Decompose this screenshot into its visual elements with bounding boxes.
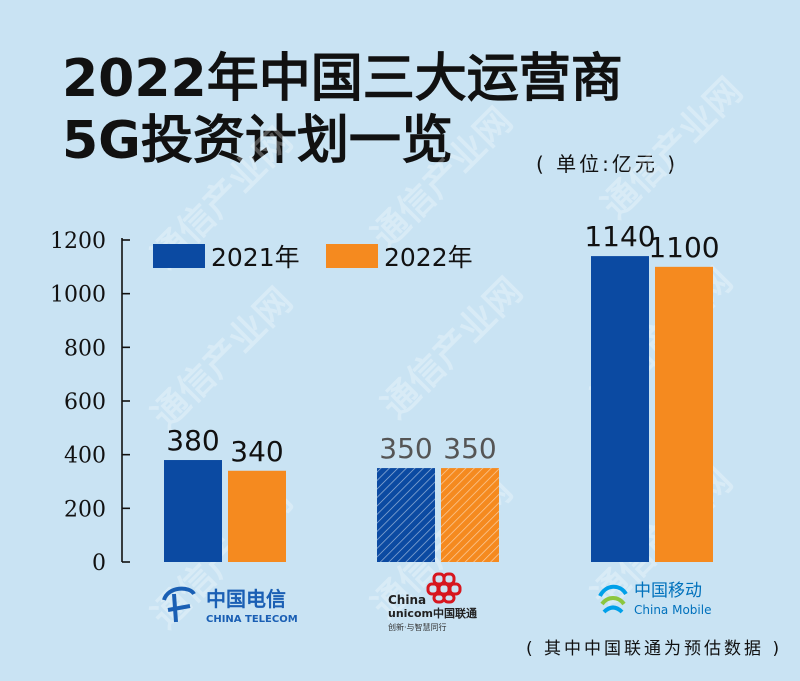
chart-title-line2: 5G投资计划一览	[62, 111, 453, 171]
unicom-sub: 创新·与智慧同行	[388, 622, 447, 632]
telecom-sub: CHINA TELECOM	[206, 614, 298, 625]
bar	[164, 460, 222, 562]
footnote: ( 其中中国联通为预估数据 )	[526, 639, 783, 659]
legend-label: 2022年	[384, 243, 473, 272]
y-tick-label: 800	[64, 336, 106, 361]
y-tick-label: 600	[64, 390, 106, 415]
china-mobile-logo: 中国移动 China Mobile	[598, 581, 711, 617]
chart-title-line1: 2022年中国三大运营商	[62, 49, 623, 109]
y-tick-label: 0	[92, 551, 106, 576]
bar-value-label: 340	[230, 435, 283, 468]
mobile-sub: China Mobile	[634, 603, 711, 617]
y-axis: 0 200 400 600 800 1000 1200	[50, 229, 130, 576]
bar-value-label: 1100	[648, 231, 719, 264]
y-tick-label: 1200	[50, 229, 106, 254]
china-unicom-logo: China unicom中国联通 创新·与智慧同行	[388, 572, 477, 632]
bar	[228, 470, 286, 562]
legend-swatch	[153, 244, 205, 268]
legend-swatch	[326, 244, 378, 268]
unicom-name2: unicom中国联通	[388, 606, 477, 620]
bar-value-label: 380	[166, 424, 219, 457]
bar-value-label: 1140	[584, 220, 655, 253]
bar	[441, 468, 499, 562]
china-telecom-logo: 中国电信 CHINA TELECOM	[162, 586, 298, 625]
telecom-name: 中国电信	[206, 587, 286, 611]
chart-title: 2022年中国三大运营商 5G投资计划一览	[62, 48, 623, 172]
legend: 2021年 2022年	[153, 243, 473, 272]
unit-note: ( 单位:亿元 )	[536, 152, 679, 176]
y-tick-label: 1000	[50, 283, 106, 308]
bar	[655, 266, 713, 562]
bar-value-label: 350	[379, 432, 432, 465]
y-tick-label: 200	[64, 497, 106, 522]
legend-label: 2021年	[211, 243, 300, 272]
bar-value-label: 350	[443, 432, 496, 465]
bar	[377, 468, 435, 562]
unicom-name1: China	[388, 593, 426, 607]
y-tick-label: 400	[64, 444, 106, 469]
mobile-name: 中国移动	[634, 581, 702, 601]
bar	[591, 256, 649, 562]
